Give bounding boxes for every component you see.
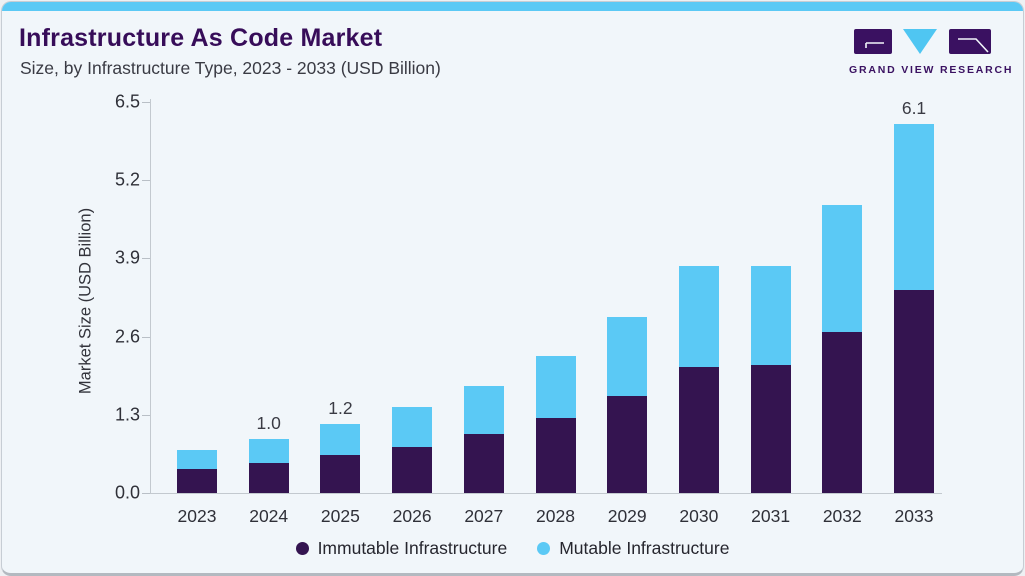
y-tick-label: 1.3 <box>114 404 140 425</box>
x-tick-label-2031: 2031 <box>751 506 791 526</box>
chart-subtitle: Size, by Infrastructure Type, 2023 - 203… <box>20 58 441 78</box>
bar-mutable-2026 <box>392 406 433 447</box>
grand-view-research-logo: GRAND VIEW RESEARCH <box>849 28 1014 76</box>
y-tick-mark <box>142 493 150 494</box>
legend-item-immutable-infrastructure: Immutable Infrastructure <box>295 538 508 559</box>
y-tick-label: 3.9 <box>114 247 140 268</box>
bar-mutable-2024 <box>248 438 289 463</box>
logo-wordmark: GRAND VIEW RESEARCH <box>849 64 1014 76</box>
bar-immutable-2030 <box>678 366 719 493</box>
legend-item-mutable-infrastructure: Mutable Infrastructure <box>537 538 729 559</box>
x-tick-label-2030: 2030 <box>679 506 719 526</box>
bar-immutable-2025 <box>320 455 361 493</box>
x-axis-line <box>150 493 942 494</box>
bar-mutable-2027 <box>463 385 504 435</box>
x-tick-label-2032: 2032 <box>822 506 862 526</box>
bar-mutable-2031 <box>750 266 791 366</box>
bar-immutable-2026 <box>392 446 433 493</box>
x-tick-label-2028: 2028 <box>536 506 575 526</box>
x-tick-label-2023: 2023 <box>177 506 217 526</box>
bar-immutable-2032 <box>822 332 863 493</box>
bar-total-label-2033: 6.1 <box>901 98 927 119</box>
x-tick-label-2029: 2029 <box>607 506 647 526</box>
bar-immutable-2028 <box>535 417 576 493</box>
bar-immutable-2029 <box>607 395 648 493</box>
y-tick-label: 2.6 <box>114 326 140 347</box>
bar-immutable-2027 <box>463 434 504 493</box>
y-axis-line <box>150 99 151 493</box>
y-tick-mark <box>142 180 150 182</box>
x-tick-label-2027: 2027 <box>464 506 504 526</box>
bar-mutable-2029 <box>607 317 648 396</box>
bar-mutable-2023 <box>177 449 217 469</box>
y-tick-mark <box>142 258 150 260</box>
legend-dot-icon <box>537 542 551 555</box>
bar-mutable-2028 <box>535 356 576 418</box>
bar-mutable-2032 <box>822 205 863 333</box>
bar-immutable-2023 <box>177 468 217 493</box>
legend-label: Mutable Infrastructure <box>559 538 730 558</box>
x-tick-label-2024: 2024 <box>249 506 289 526</box>
bar-total-label-2024: 1.0 <box>256 412 281 433</box>
x-tick-label-2026: 2026 <box>392 506 432 526</box>
bar-mutable-2030 <box>678 266 719 367</box>
y-tick-label: 6.5 <box>114 91 140 112</box>
chart-legend: Immutable Infrastructure Mutable Infrastr… <box>2 538 1023 559</box>
card-top-accent-strip <box>2 2 1023 11</box>
bar-mutable-2033 <box>894 124 934 290</box>
y-tick-mark <box>142 102 150 104</box>
bar-immutable-2031 <box>750 365 791 493</box>
bar-immutable-2033 <box>894 289 934 493</box>
x-tick-label-2033: 2033 <box>894 506 934 526</box>
legend-dot-icon <box>295 542 309 555</box>
y-tick-mark <box>142 414 150 416</box>
y-tick-mark <box>142 336 150 338</box>
chart-title: Infrastructure As Code Market <box>19 24 383 52</box>
gvr-logo-icon <box>853 29 991 54</box>
legend-label: Immutable Infrastructure <box>317 538 508 558</box>
x-tick-label-2025: 2025 <box>320 506 360 526</box>
bar-mutable-2025 <box>320 423 361 456</box>
y-tick-label: 0.0 <box>114 482 140 503</box>
y-tick-label: 5.2 <box>114 169 140 190</box>
y-axis-title: Market Size (USD Billion) <box>76 207 95 395</box>
bar-total-label-2025: 1.2 <box>328 397 353 418</box>
bar-immutable-2024 <box>248 462 289 493</box>
